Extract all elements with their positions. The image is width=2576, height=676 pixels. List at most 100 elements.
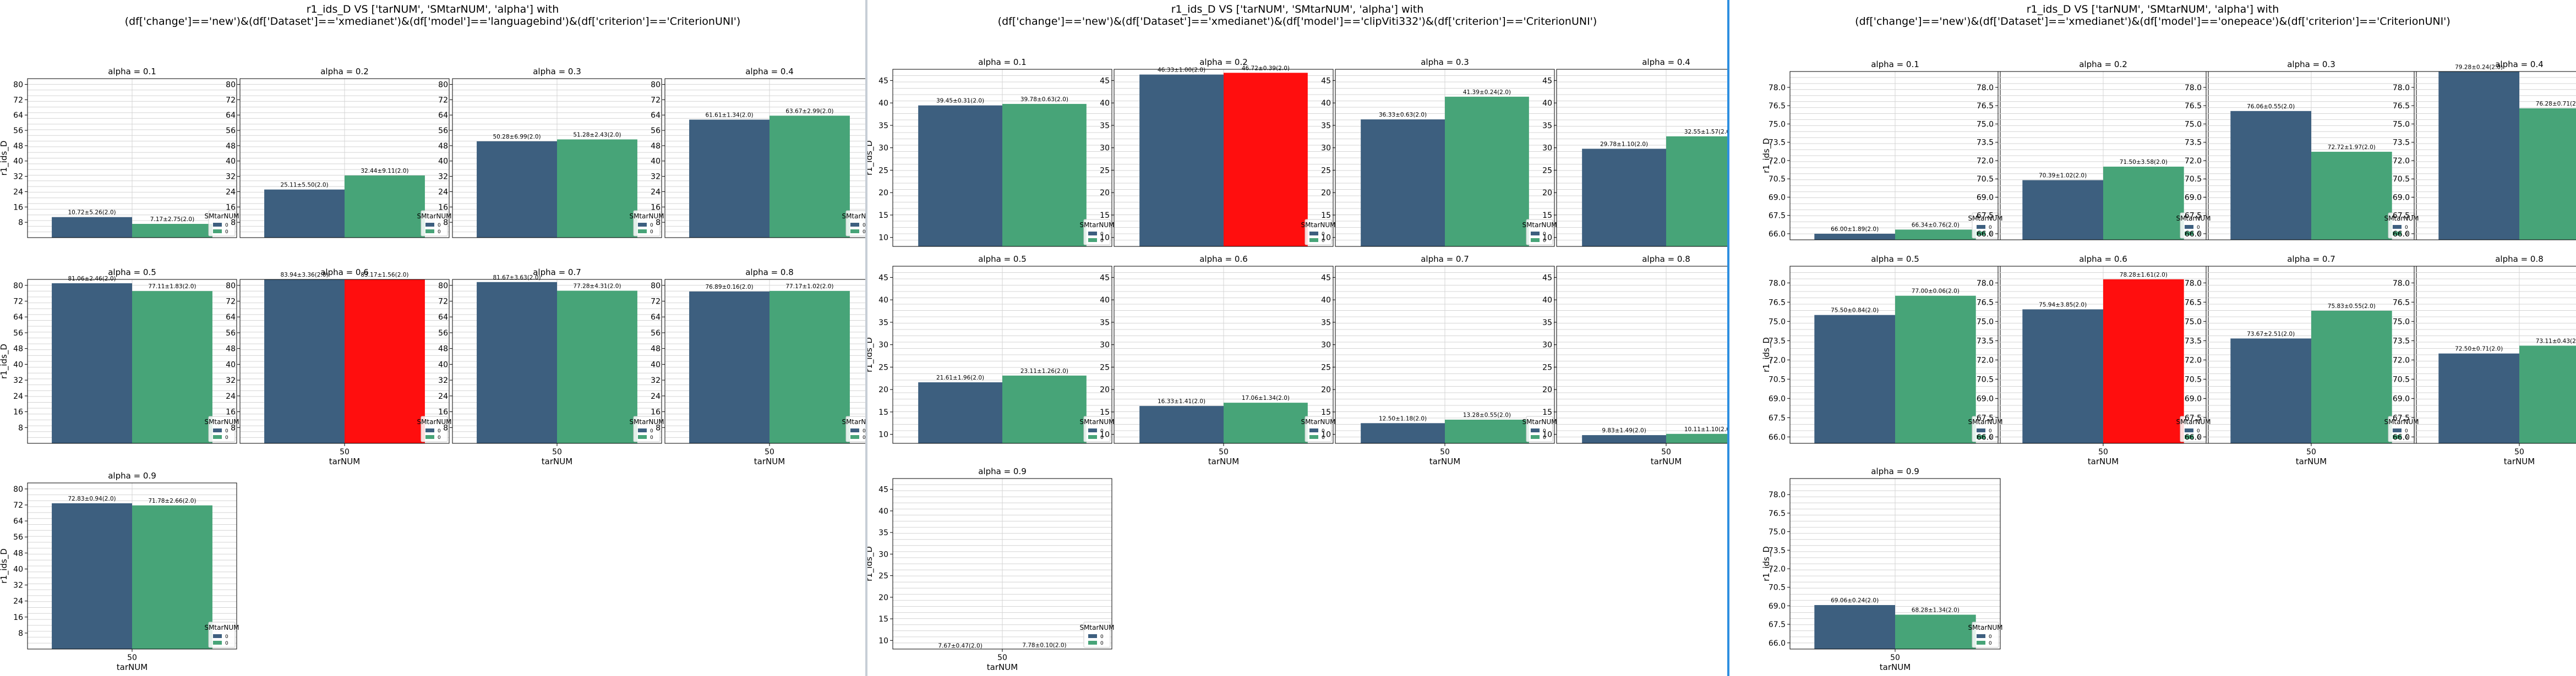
legend-entry-label: 0: [1989, 232, 1992, 237]
y-tick-label: 15: [1100, 211, 1110, 220]
legend-entry-label: 0: [438, 428, 441, 434]
bar-value-label: 66.34±0.76(2.0): [1912, 222, 1960, 228]
legend-entry-label: 0: [1543, 238, 1546, 244]
y-tick-label: 45: [1542, 76, 1552, 85]
y-tick-label: 75.0: [2393, 120, 2410, 129]
bar-value-label: 76.28±0.71(2.0): [2536, 101, 2576, 107]
y-tick-label: 10: [1542, 234, 1552, 243]
y-tick-label: 15: [878, 615, 888, 624]
legend-title: SMtarNUM: [629, 418, 664, 426]
legend-entry-label: 0: [1100, 232, 1104, 237]
subplot-panel: 76.89±0.16(2.0) 77.17±1.02(2.0) alpha = 0.…: [651, 267, 865, 466]
y-tick-label: 76.5: [1769, 298, 1786, 307]
window-divider: [865, 0, 867, 676]
y-tick-label: 72.0: [2185, 356, 2202, 365]
bar: [1002, 103, 1087, 246]
y-tick-label: 35: [1100, 318, 1110, 327]
legend-swatch: [1309, 238, 1318, 242]
bar-value-label: 72.50±0.71(2.0): [2455, 346, 2503, 353]
bar-value-label: 32.44±9.11(2.0): [361, 168, 408, 174]
y-tick-label: 72: [13, 501, 23, 510]
legend-swatch: [2393, 232, 2402, 235]
y-tick-label: 56: [438, 127, 448, 135]
x-tick-label: 50: [552, 448, 562, 457]
legend-entry-label: 0: [225, 229, 228, 235]
y-tick-label: 69.0: [1769, 602, 1786, 611]
legend-entry-label: 0: [2197, 428, 2200, 434]
chart-canvas: 39.45±0.31(2.0) 39.78±0.63(2.0) alpha = 0.…: [867, 57, 1727, 672]
y-tick-label: 30: [878, 144, 888, 153]
y-tick-label: 25: [1321, 166, 1331, 175]
x-axis-label: tarNUM: [542, 457, 572, 466]
legend-swatch: [1977, 435, 1985, 439]
legend-entry-label: 0: [225, 223, 228, 228]
bar-value-label: 23.11±1.26(2.0): [1020, 368, 1068, 375]
subplot-title: alpha = 0.4: [745, 67, 794, 76]
legend-entry-label: 0: [2197, 225, 2200, 230]
legend-title: SMtarNUM: [417, 212, 451, 220]
bar-value-label: 10.11±1.10(2.0): [1684, 426, 1727, 433]
y-tick-label: 66.0: [2185, 433, 2202, 442]
bar-value-label: 75.94±3.85(2.0): [2039, 301, 2087, 308]
y-tick-label: 76.5: [1977, 102, 1994, 111]
legend-swatch: [2393, 435, 2402, 439]
y-tick-label: 15: [1542, 408, 1552, 417]
y-tick-label: 16: [226, 203, 236, 212]
legend-entry-label: 0: [2197, 232, 2200, 237]
y-tick-label: 78.0: [2393, 84, 2410, 92]
bar: [477, 282, 557, 443]
subplot-panel: 9.83±1.49(2.0) 10.11±1.10(2.0) alpha = 0.8…: [1542, 254, 1727, 466]
y-tick-label: 64: [651, 313, 661, 322]
y-tick-label: 10: [1100, 431, 1110, 439]
y-tick-label: 73.5: [2185, 337, 2202, 345]
y-tick-label: 75.0: [2185, 317, 2202, 326]
y-axis-label: r1_ids_D: [867, 546, 875, 581]
bar-value-label: 72.83±0.94(2.0): [68, 496, 116, 502]
y-tick-label: 35: [1542, 318, 1552, 327]
y-tick-label: 73.5: [1977, 337, 1994, 345]
bar: [52, 217, 132, 238]
legend-swatch: [850, 428, 859, 432]
y-tick-label: 8: [18, 629, 23, 638]
bar: [769, 116, 850, 238]
legend-entry-label: 0: [863, 435, 865, 441]
y-tick-label: 75.0: [2185, 120, 2202, 129]
bar-value-label: 9.83±1.49(2.0): [1602, 427, 1646, 434]
y-tick-label: 8: [231, 218, 236, 227]
y-tick-label: 40: [651, 157, 661, 166]
axes-frame: [452, 78, 662, 238]
bar: [1361, 119, 1445, 246]
y-tick-label: 24: [651, 392, 661, 401]
y-tick-label: 72.0: [1977, 157, 1994, 166]
subplot-title: alpha = 0.6: [320, 267, 369, 277]
y-tick-label: 8: [656, 424, 661, 432]
y-tick-label: 69.0: [1977, 193, 1994, 202]
y-tick-label: 25: [878, 572, 888, 581]
subplot-title: alpha = 0.8: [745, 267, 794, 277]
y-tick-label: 72.0: [1769, 565, 1786, 574]
y-tick-label: 72.0: [2393, 157, 2410, 166]
y-tick-label: 66.0: [1977, 230, 1994, 239]
bar-value-label: 72.72±1.97(2.0): [2328, 144, 2376, 151]
y-tick-label: 69.0: [2393, 193, 2410, 202]
bar: [1814, 605, 1895, 649]
bar: [2230, 338, 2311, 443]
y-tick-label: 80: [13, 80, 23, 89]
y-axis-label: r1_ids_D: [0, 344, 9, 379]
y-tick-label: 8: [443, 424, 448, 432]
chart-canvas: 10.72±5.26(2.0) 7.17±2.75(2.0) alpha = 0.1…: [0, 67, 865, 672]
y-tick-label: 15: [1321, 211, 1331, 220]
y-tick-label: 76.5: [2393, 298, 2410, 307]
bar-value-label: 76.06±0.55(2.0): [2247, 103, 2295, 110]
y-tick-label: 40: [1542, 99, 1552, 108]
y-tick-label: 56: [226, 329, 236, 338]
subplot-title: alpha = 0.7: [533, 267, 581, 277]
y-tick-label: 20: [878, 593, 888, 602]
